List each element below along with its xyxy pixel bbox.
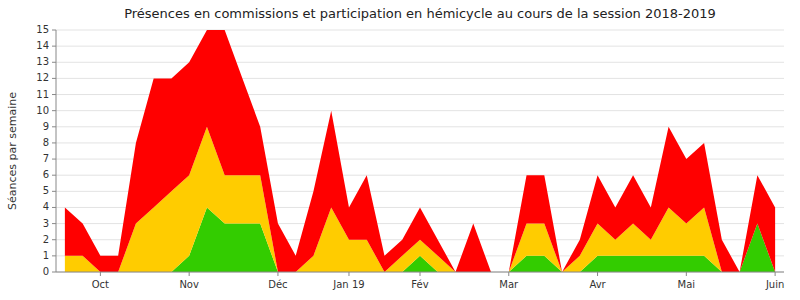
y-axis: 0123456789101112131415 (36, 24, 56, 277)
tick-mark (52, 207, 56, 208)
grid-line (56, 46, 784, 47)
tick-label: 3 (43, 218, 49, 229)
tick-mark (508, 272, 509, 276)
tick-label: 0 (43, 266, 49, 277)
tick-label: Déc (268, 279, 287, 290)
tick-mark (100, 272, 101, 276)
tick-mark (277, 272, 278, 276)
axis-label: Séances par semaine (6, 92, 19, 210)
tick-label: Oct (92, 279, 109, 290)
tick-mark (52, 78, 56, 79)
tick-mark (775, 272, 776, 276)
tick-label: 7 (43, 153, 49, 164)
tick-mark (52, 126, 56, 127)
tick-label: Mai (678, 279, 696, 290)
tick-label: Mar (499, 279, 519, 290)
tick-mark (52, 272, 56, 273)
tick-label: Jan 19 (332, 279, 364, 290)
tick-label: 9 (43, 121, 49, 132)
tick-mark (52, 62, 56, 63)
tick-label: 11 (36, 89, 49, 100)
axis-line (56, 30, 57, 272)
tick-label: 10 (36, 105, 49, 116)
area (65, 30, 775, 272)
tick-mark (348, 272, 349, 276)
tick-label: 5 (43, 185, 49, 196)
tick-mark (52, 191, 56, 192)
tick-mark (52, 94, 56, 95)
grid-line (56, 62, 784, 63)
tick-label: 8 (43, 137, 49, 148)
x-axis: Oct Nov Déc Jan 19 Fév Mar Avr Mai Juin (92, 272, 785, 290)
areas (65, 30, 775, 272)
tick-mark (597, 272, 598, 276)
tick-mark (686, 272, 687, 276)
tick-mark (52, 255, 56, 256)
tick-label: 13 (36, 56, 49, 67)
tick-mark (420, 272, 421, 276)
tick-label: 4 (43, 201, 49, 212)
tick-mark (52, 239, 56, 240)
tick-mark (189, 272, 190, 276)
tick-mark (52, 110, 56, 111)
tick-label: 6 (43, 169, 49, 180)
tick-label: Juin (765, 279, 784, 290)
tick-label: 12 (36, 72, 49, 83)
tick-mark (52, 30, 56, 31)
title: Présences en commissions et participatio… (124, 6, 716, 21)
tick-label: Avr (589, 279, 606, 290)
tick-label: 2 (43, 234, 49, 245)
grid-line (56, 30, 784, 31)
tick-label: 15 (36, 24, 49, 35)
chart: 0123456789101112131415OctNovDécJan 19Fév… (0, 0, 800, 300)
grid (56, 30, 784, 272)
tick-label: 14 (36, 40, 49, 51)
tick-label: 1 (43, 250, 49, 261)
tick-mark (52, 223, 56, 224)
tick-label: Nov (179, 279, 199, 290)
tick-mark (52, 175, 56, 176)
tick-mark (52, 46, 56, 47)
tick-label: Fév (411, 279, 428, 290)
tick-mark (52, 142, 56, 143)
tick-mark (52, 159, 56, 160)
